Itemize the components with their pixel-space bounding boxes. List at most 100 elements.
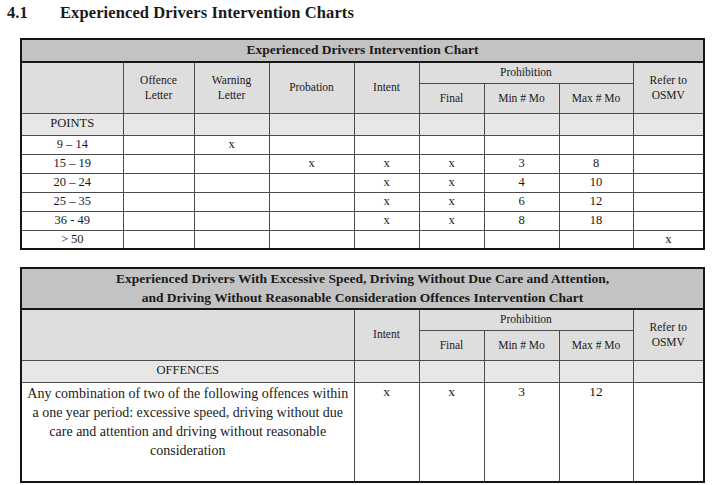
empty-cell bbox=[484, 113, 559, 135]
table-row: 25 – 35 x x 6 12 bbox=[21, 192, 704, 211]
col-header-max-mo: Max # Mo bbox=[559, 330, 633, 360]
refer-osmv-cell bbox=[633, 192, 704, 211]
refer-osmv-cell bbox=[633, 135, 704, 154]
section-number: 4.1 bbox=[7, 3, 60, 23]
table-row: 20 – 24 x x 4 10 bbox=[21, 173, 704, 192]
offence-letter-cell bbox=[123, 211, 194, 230]
table-row: > 50 x bbox=[21, 230, 704, 249]
max-mo-cell: 12 bbox=[559, 192, 633, 211]
table-row: Any combination of two of the following … bbox=[21, 382, 704, 482]
offence-letter-cell bbox=[123, 230, 194, 249]
col-header-refer-osmv: Refer to OSMV bbox=[633, 62, 704, 113]
min-mo-cell: 8 bbox=[484, 211, 559, 230]
offences-section-label: OFFENCES bbox=[21, 360, 354, 382]
intent-cell: x bbox=[354, 211, 419, 230]
intervention-chart-table: Experienced Drivers Intervention Chart O… bbox=[20, 38, 705, 250]
warning-letter-cell bbox=[194, 230, 269, 249]
empty-cell bbox=[269, 113, 354, 135]
points-range-cell: 25 – 35 bbox=[21, 192, 123, 211]
col-header-prohibition: Prohibition bbox=[419, 309, 633, 330]
col-header-final: Final bbox=[419, 83, 484, 113]
min-mo-cell: 3 bbox=[484, 154, 559, 173]
intent-cell bbox=[354, 230, 419, 249]
warning-letter-cell bbox=[194, 173, 269, 192]
empty-cell bbox=[559, 360, 633, 382]
col-header-refer-osmv: Refer to OSMV bbox=[633, 309, 704, 360]
col-header-warning-letter: Warning Letter bbox=[194, 62, 269, 113]
col-header-prohibition: Prohibition bbox=[419, 62, 633, 83]
max-mo-cell: 18 bbox=[559, 211, 633, 230]
offence-letter-cell bbox=[123, 135, 194, 154]
probation-cell bbox=[269, 192, 354, 211]
probation-cell bbox=[269, 211, 354, 230]
min-mo-cell: 3 bbox=[484, 382, 559, 482]
refer-osmv-cell: x bbox=[633, 230, 704, 249]
col-header-offence-blank bbox=[21, 309, 354, 360]
empty-cell bbox=[484, 360, 559, 382]
max-mo-cell: 12 bbox=[559, 382, 633, 482]
speed-offences-chart-table: Experienced Drivers With Excessive Speed… bbox=[20, 267, 705, 483]
final-cell: x bbox=[419, 211, 484, 230]
final-cell: x bbox=[419, 382, 484, 482]
refer-osmv-cell bbox=[633, 154, 704, 173]
intent-cell: x bbox=[354, 173, 419, 192]
final-cell: x bbox=[419, 192, 484, 211]
final-cell: x bbox=[419, 173, 484, 192]
refer-osmv-cell bbox=[633, 211, 704, 230]
section-heading: 4.1 Experienced Drivers Intervention Cha… bbox=[7, 3, 719, 23]
offence-letter-cell bbox=[123, 154, 194, 173]
min-mo-cell: 4 bbox=[484, 173, 559, 192]
empty-cell bbox=[633, 113, 704, 135]
points-range-cell: 20 – 24 bbox=[21, 173, 123, 192]
probation-cell bbox=[269, 173, 354, 192]
warning-letter-cell bbox=[194, 154, 269, 173]
offence-description-cell: Any combination of two of the following … bbox=[21, 382, 354, 482]
probation-cell bbox=[269, 230, 354, 249]
empty-cell bbox=[354, 113, 419, 135]
table1-title: Experienced Drivers Intervention Chart bbox=[21, 39, 704, 62]
col-header-intent: Intent bbox=[354, 62, 419, 113]
points-range-cell: > 50 bbox=[21, 230, 123, 249]
points-range-cell: 9 – 14 bbox=[21, 135, 123, 154]
refer-osmv-cell bbox=[633, 382, 704, 482]
empty-cell bbox=[419, 113, 484, 135]
final-cell bbox=[419, 135, 484, 154]
intent-cell bbox=[354, 135, 419, 154]
table-row: 15 – 19 x x x 3 8 bbox=[21, 154, 704, 173]
final-cell: x bbox=[419, 154, 484, 173]
points-range-cell: 15 – 19 bbox=[21, 154, 123, 173]
empty-cell bbox=[194, 113, 269, 135]
col-header-final: Final bbox=[419, 330, 484, 360]
col-header-offence-letter: Offence Letter bbox=[123, 62, 194, 113]
col-header-intent: Intent bbox=[354, 309, 419, 360]
points-range-cell: 36 - 49 bbox=[21, 211, 123, 230]
col-header-min-mo: Min # Mo bbox=[484, 83, 559, 113]
final-cell bbox=[419, 230, 484, 249]
col-header-probation: Probation bbox=[269, 62, 354, 113]
probation-cell: x bbox=[269, 154, 354, 173]
table-row: 9 – 14 x bbox=[21, 135, 704, 154]
offence-letter-cell bbox=[123, 192, 194, 211]
points-section-label: POINTS bbox=[21, 113, 123, 135]
empty-cell bbox=[123, 113, 194, 135]
max-mo-cell: 10 bbox=[559, 173, 633, 192]
empty-cell bbox=[354, 360, 419, 382]
warning-letter-cell: x bbox=[194, 135, 269, 154]
empty-cell bbox=[559, 113, 633, 135]
max-mo-cell bbox=[559, 135, 633, 154]
table-row: 36 - 49 x x 8 18 bbox=[21, 211, 704, 230]
col-header-max-mo: Max # Mo bbox=[559, 83, 633, 113]
refer-osmv-cell bbox=[633, 173, 704, 192]
min-mo-cell: 6 bbox=[484, 192, 559, 211]
col-header-points-blank bbox=[21, 62, 123, 113]
intent-cell: x bbox=[354, 192, 419, 211]
warning-letter-cell bbox=[194, 211, 269, 230]
probation-cell bbox=[269, 135, 354, 154]
section-title: Experienced Drivers Intervention Charts bbox=[60, 3, 354, 23]
col-header-min-mo: Min # Mo bbox=[484, 330, 559, 360]
min-mo-cell bbox=[484, 135, 559, 154]
intent-cell: x bbox=[354, 382, 419, 482]
max-mo-cell bbox=[559, 230, 633, 249]
intent-cell: x bbox=[354, 154, 419, 173]
table2-title: Experienced Drivers With Excessive Speed… bbox=[21, 268, 704, 309]
